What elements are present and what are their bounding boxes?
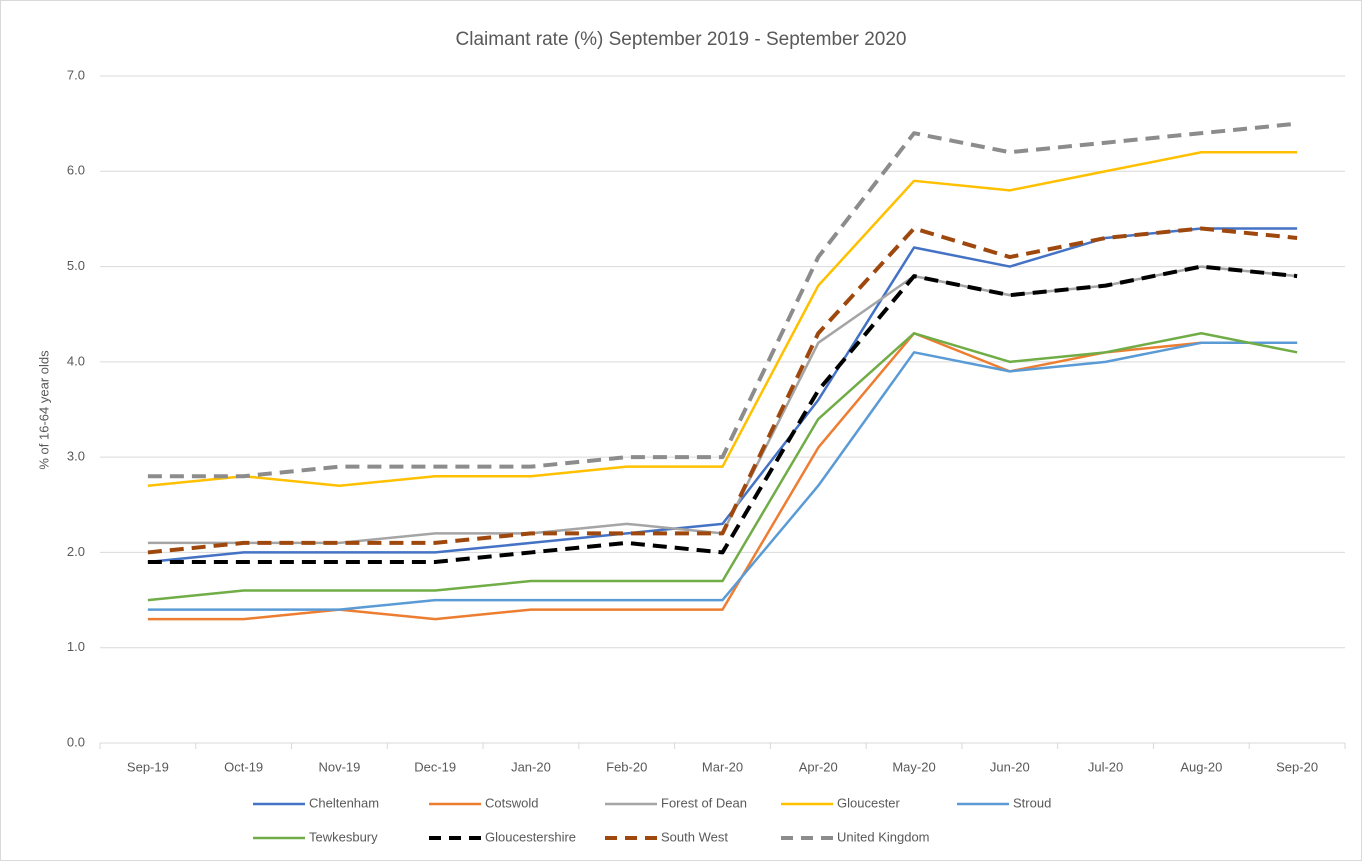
series-line: [147, 227, 1298, 564]
y-tick-label: 3.0: [67, 449, 85, 464]
x-tick-label: Nov-19: [318, 759, 360, 774]
legend-label: Stroud: [1013, 795, 1051, 810]
x-tick-label: Jul-20: [1088, 759, 1123, 774]
x-tick-label: Aug-20: [1180, 759, 1222, 774]
y-tick-label: 6.0: [67, 163, 85, 178]
y-axis-label: % of 16-64 year olds: [36, 350, 51, 470]
x-tick-label: Jan-20: [511, 759, 551, 774]
y-tick-label: 0.0: [67, 734, 85, 749]
legend-label: Tewkesbury: [309, 829, 378, 844]
x-tick-label: Sep-19: [127, 759, 169, 774]
y-tick-label: 4.0: [67, 353, 85, 368]
series-line: [147, 150, 1298, 487]
chart-title: Claimant rate (%) September 2019 - Septe…: [456, 29, 907, 50]
y-tick-label: 1.0: [67, 639, 85, 654]
x-tick-label: Jun-20: [990, 759, 1030, 774]
series-line: [147, 226, 1298, 555]
y-tick-label: 5.0: [67, 258, 85, 273]
x-tick-label: Apr-20: [799, 759, 838, 774]
x-tick-label: Dec-19: [414, 759, 456, 774]
series-line: [147, 332, 1298, 602]
y-tick-label: 2.0: [67, 544, 85, 559]
series-line: [147, 264, 1298, 564]
series-line: [147, 341, 1298, 611]
legend-label: United Kingdom: [837, 829, 930, 844]
y-tick-label: 7.0: [67, 67, 85, 82]
legend-label: Gloucestershire: [485, 829, 576, 844]
x-tick-label: Sep-20: [1276, 759, 1318, 774]
x-tick-label: Mar-20: [702, 759, 743, 774]
x-tick-label: Feb-20: [606, 759, 647, 774]
legend-label: South West: [661, 829, 728, 844]
legend-label: Forest of Dean: [661, 795, 747, 810]
legend-label: Cotswold: [485, 795, 538, 810]
series-line: [147, 121, 1298, 479]
legend-label: Gloucester: [837, 795, 901, 810]
x-tick-label: Oct-19: [224, 759, 263, 774]
x-tick-label: May-20: [892, 759, 935, 774]
legend-label: Cheltenham: [309, 795, 379, 810]
